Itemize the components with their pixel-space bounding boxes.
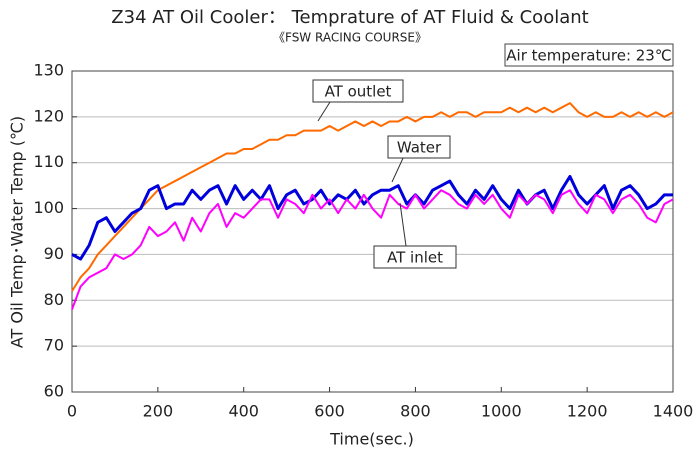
- y-tick-label: 120: [33, 106, 64, 125]
- callout-box: [387, 135, 451, 159]
- x-axis-label: Time(sec.): [329, 430, 414, 449]
- y-tick-label: 100: [33, 198, 64, 217]
- y-tick-label: 70: [44, 336, 64, 355]
- x-tick-label: 800: [400, 402, 431, 421]
- x-tick-label: 0: [67, 402, 77, 421]
- y-tick-label: 90: [44, 244, 64, 263]
- callout-leader: [391, 155, 405, 183]
- series-label: AT inlet: [387, 249, 443, 267]
- x-tick-label: 200: [143, 402, 174, 421]
- series-label: AT outlet: [325, 83, 392, 101]
- y-axis-label: AT Oil Temp･Water Temp (℃): [8, 116, 27, 348]
- callout-leader: [317, 101, 331, 122]
- series-line: [71, 102, 674, 292]
- x-tick-label: 1400: [653, 402, 694, 421]
- callout-box: [373, 245, 457, 269]
- y-tick-label: 110: [33, 152, 64, 171]
- annotation-box: [504, 43, 674, 67]
- chart-subtitle: 《FSW RACING COURSE》: [273, 31, 427, 45]
- annotation: Air temperature: 23℃: [506, 47, 671, 65]
- plot-frame: [71, 70, 674, 393]
- y-tick-label: 80: [44, 290, 64, 309]
- x-tick-label: 1000: [481, 402, 522, 421]
- x-tick-label: 1200: [567, 402, 608, 421]
- series-label: Water: [397, 139, 442, 157]
- y-tick-label: 130: [33, 61, 64, 80]
- series-line: [71, 189, 674, 310]
- x-tick-label: 400: [228, 402, 259, 421]
- x-tick-label: 600: [314, 402, 345, 421]
- series-line: [71, 174, 673, 261]
- chart-title: Z34 AT Oil Cooler： Temprature of AT Flui…: [111, 7, 588, 28]
- callout-box: [312, 79, 404, 103]
- y-tick-label: 60: [44, 382, 64, 401]
- callout-leader: [399, 202, 407, 247]
